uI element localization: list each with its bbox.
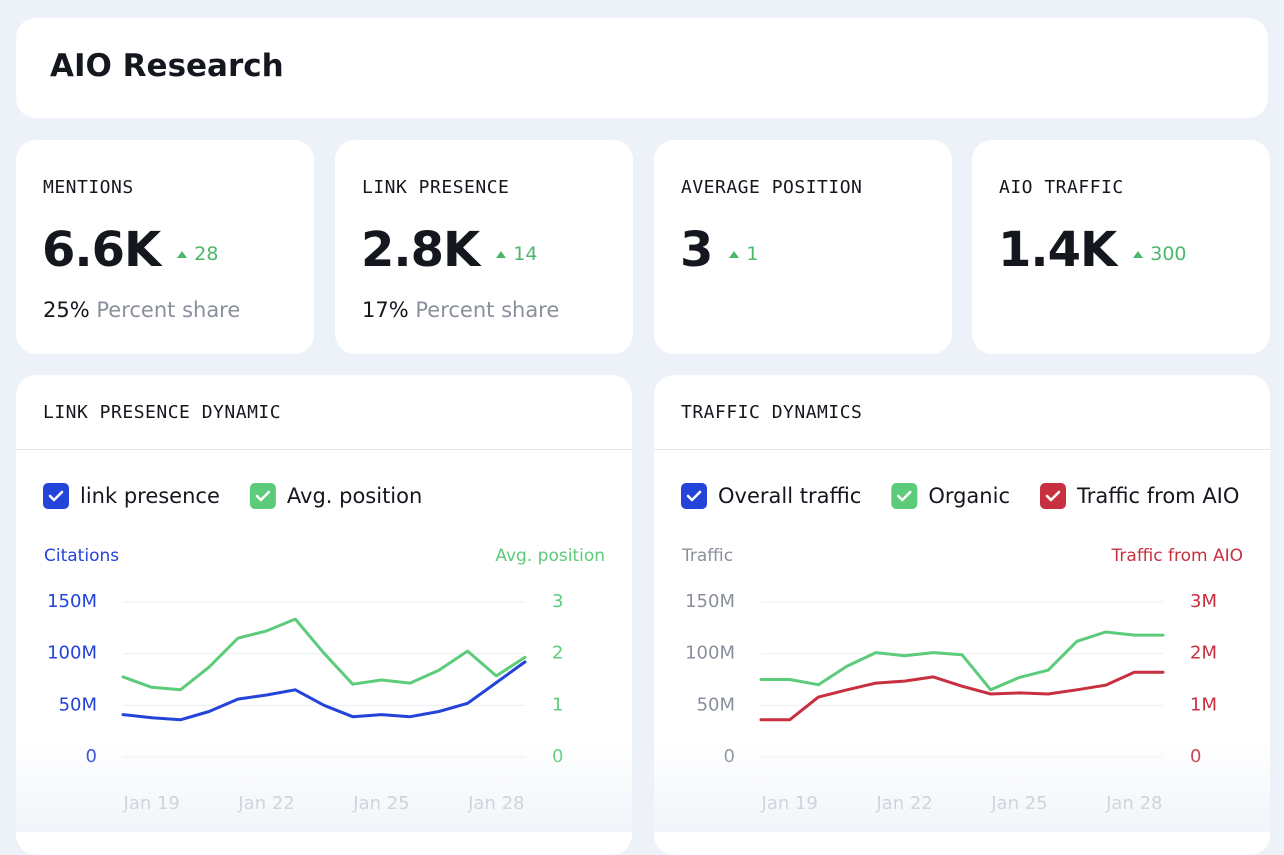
stat-card: AVERAGE POSITION 3 1 — [654, 140, 952, 354]
y2-axis-title: Avg. position — [495, 546, 605, 566]
checkmark — [1045, 490, 1061, 502]
page: AIO Research MENTIONS 6.6K 28 25% Percent s… — [0, 18, 1284, 855]
share-value: 17% — [362, 298, 409, 322]
share-label: Percent share — [415, 298, 560, 322]
y-axis-title: Citations — [44, 546, 119, 566]
series-line — [121, 660, 527, 722]
checkmark — [686, 490, 702, 502]
stat-label: AIO TRAFFIC — [999, 177, 1124, 198]
legend-checkbox[interactable] — [681, 483, 707, 509]
y-tick-label: 50M — [59, 694, 97, 715]
stat-value: 6.6K — [42, 222, 161, 278]
stat-label: AVERAGE POSITION — [681, 177, 863, 198]
y2-tick-label: 2M — [1190, 643, 1217, 664]
stat-delta: 28 — [176, 243, 218, 265]
checkmark — [897, 490, 912, 502]
y2-tick-label: 1M — [1190, 694, 1217, 715]
stat-card: LINK PRESENCE 2.8K 14 17% Percent share — [335, 140, 633, 354]
delta-value: 300 — [1150, 243, 1187, 265]
y2-tick-label: 2 — [552, 643, 563, 664]
legend-label: Avg. position — [287, 484, 422, 508]
up-arrow — [729, 251, 740, 258]
series-line — [121, 617, 527, 692]
y2-tick-label: 1 — [552, 694, 563, 715]
stat-delta: 300 — [1132, 243, 1187, 265]
up-arrow — [496, 251, 507, 258]
legend-checkbox[interactable] — [891, 483, 918, 509]
series-line — [759, 670, 1165, 722]
stat-delta: 1 — [728, 243, 759, 265]
chart-header: TRAFFIC DYNAMICS — [654, 375, 1270, 450]
legend-checkbox[interactable] — [43, 483, 69, 509]
legend-label: Overall traffic — [718, 484, 861, 508]
series-line — [759, 630, 1165, 692]
up-arrow — [1133, 251, 1144, 258]
chart-header: LINK PRESENCE DYNAMIC — [16, 375, 632, 450]
share: 17% Percent share — [362, 298, 559, 322]
stat-label: MENTIONS — [43, 177, 134, 198]
stat-card: MENTIONS 6.6K 28 25% Percent share — [16, 140, 314, 354]
stat-value: 1.4K — [998, 222, 1117, 278]
up-arrow — [177, 251, 188, 258]
up-arrow-shape — [496, 251, 507, 258]
legend-label: Organic — [928, 484, 1010, 508]
legend-checkbox[interactable] — [1040, 483, 1066, 509]
stat-delta: 14 — [495, 243, 537, 265]
delta-value: 14 — [513, 243, 538, 265]
delta-value: 28 — [194, 243, 219, 265]
chart-title: LINK PRESENCE DYNAMIC — [43, 402, 282, 423]
y2-tick-label: 3M — [1190, 591, 1217, 612]
share: 25% Percent share — [43, 298, 240, 322]
up-arrow-shape — [177, 251, 188, 258]
share-value: 25% — [43, 298, 90, 322]
delta-value: 1 — [746, 243, 759, 265]
checkmark — [48, 490, 64, 502]
y-tick-label: 100M — [685, 643, 735, 664]
y2-axis-title: Traffic from AIO — [1111, 546, 1243, 566]
stat-value: 2.8K — [361, 222, 480, 278]
up-arrow-shape — [1133, 251, 1144, 258]
y2-tick-label: 3 — [552, 591, 563, 612]
fade — [0, 740, 1284, 832]
y-tick-label: 150M — [47, 591, 97, 612]
y-tick-label: 50M — [697, 694, 735, 715]
share-label: Percent share — [96, 298, 241, 322]
legend-checkbox[interactable] — [249, 483, 276, 509]
y-axis-title: Traffic — [681, 546, 733, 566]
header: AIO Research — [16, 18, 1268, 118]
checkmark — [255, 490, 271, 502]
stat-card: AIO TRAFFIC 1.4K 300 — [972, 140, 1270, 354]
page-title: AIO Research — [50, 48, 284, 84]
y-tick-label: 150M — [685, 591, 735, 612]
y-tick-label: 100M — [47, 643, 97, 664]
chart-title: TRAFFIC DYNAMICS — [681, 402, 863, 423]
stat-label: LINK PRESENCE — [362, 177, 510, 198]
legend-label: Traffic from AIO — [1076, 484, 1239, 508]
stat-value: 3 — [680, 222, 713, 278]
legend-label: link presence — [80, 484, 220, 508]
up-arrow-shape — [729, 251, 740, 258]
